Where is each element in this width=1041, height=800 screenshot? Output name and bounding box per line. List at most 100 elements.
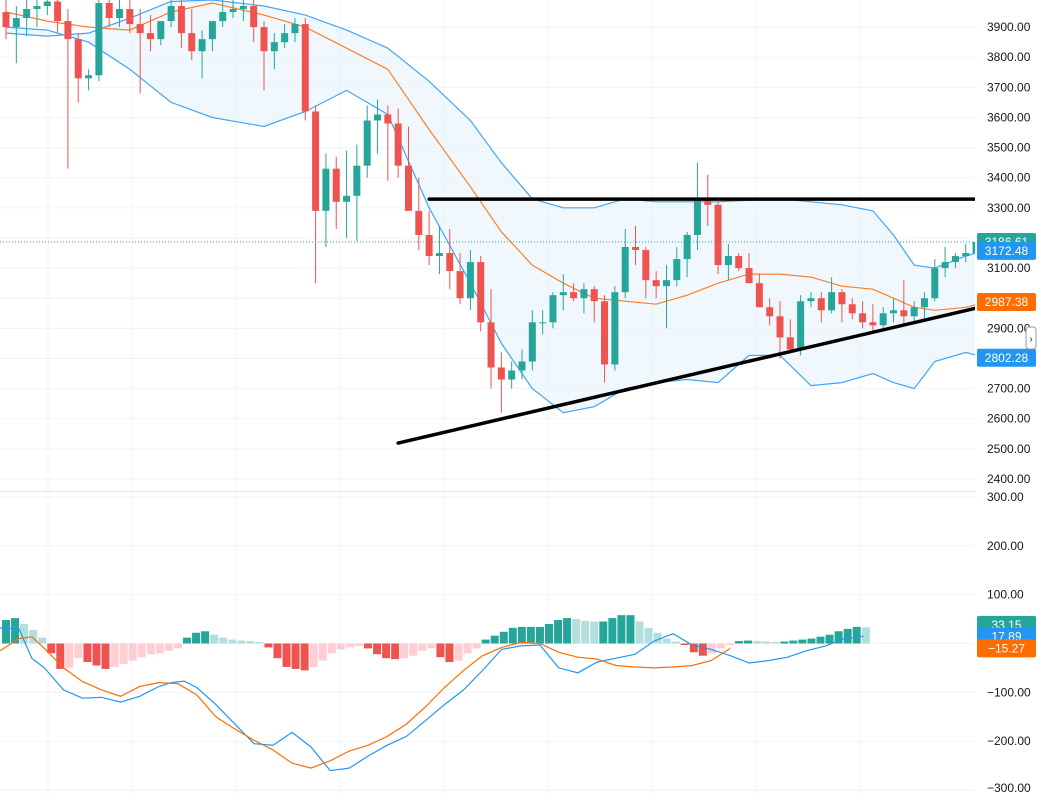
- candle-body: [900, 310, 908, 317]
- candle: [807, 292, 815, 308]
- candle-body: [54, 1, 62, 22]
- price-axis-background[interactable]: [975, 0, 1041, 795]
- histogram-bar: [771, 642, 780, 644]
- candle: [54, 0, 62, 34]
- candle: [797, 295, 805, 356]
- histogram-bar: [409, 643, 418, 656]
- histogram-bar: [490, 635, 499, 644]
- candle: [642, 247, 650, 299]
- candle: [766, 298, 774, 326]
- candle: [817, 292, 825, 323]
- badge-label: 3172.48: [985, 244, 1029, 258]
- candle-body: [817, 298, 825, 311]
- candle-body: [962, 253, 970, 257]
- badge-background: [977, 293, 1036, 312]
- candle: [487, 289, 495, 389]
- candle: [477, 256, 485, 332]
- lower-band-line: [5, 26, 987, 414]
- histogram-bar: [110, 643, 119, 667]
- candle-body: [879, 313, 887, 326]
- trendlines[interactable]: [396, 197, 1041, 445]
- candle-body: [64, 21, 72, 40]
- histogram-bar: [744, 640, 753, 644]
- histogram-bar: [146, 643, 155, 655]
- candle: [188, 9, 196, 61]
- candle: [755, 274, 763, 308]
- histogram-bar: [644, 627, 653, 644]
- upper-band-line: [5, 0, 987, 269]
- price-tick-label: 3500.00: [987, 141, 1031, 155]
- candle: [497, 352, 505, 413]
- candle-body: [580, 289, 588, 299]
- candle-body: [446, 253, 454, 272]
- histogram-bar: [300, 643, 309, 671]
- candle-body: [229, 9, 237, 13]
- histogram-bar: [680, 643, 689, 645]
- candle: [776, 301, 784, 359]
- candle: [518, 349, 526, 380]
- price-tick-label: 3600.00: [987, 110, 1031, 124]
- histogram-bar: [508, 627, 517, 644]
- candle: [312, 105, 320, 284]
- candle: [632, 225, 640, 266]
- histogram-bar: [345, 643, 354, 648]
- candle-body: [167, 6, 175, 22]
- histogram-bar: [210, 634, 219, 644]
- price-tick-label: 3900.00: [987, 20, 1031, 34]
- histogram-bar: [499, 631, 508, 644]
- candle-body: [704, 198, 712, 205]
- histogram-bar: [336, 643, 345, 650]
- histogram-bar: [418, 643, 427, 651]
- histogram-bar: [427, 643, 436, 649]
- candle: [177, 0, 185, 49]
- candle-body: [735, 256, 743, 269]
- candle-body: [2, 12, 10, 28]
- histogram-bar: [816, 636, 825, 644]
- bollinger-bands: [5, 0, 987, 414]
- candle-body: [435, 253, 443, 257]
- candle-body: [198, 39, 206, 52]
- candle: [962, 243, 970, 263]
- candle: [879, 307, 887, 329]
- histogram-bar: [83, 643, 92, 663]
- histogram-bar: [354, 643, 363, 646]
- candle: [590, 286, 598, 323]
- histogram-bar: [753, 641, 762, 644]
- signal-line: [0, 636, 731, 769]
- histogram-bar: [780, 641, 789, 644]
- histogram-bar: [282, 643, 291, 667]
- histogram-bar: [590, 621, 599, 644]
- candle: [167, 0, 175, 28]
- histogram-bar: [698, 643, 707, 656]
- grid-lines: [0, 0, 975, 795]
- candle: [374, 99, 382, 154]
- candle: [580, 283, 588, 314]
- candle: [322, 153, 330, 248]
- histogram-bar: [599, 621, 608, 644]
- candle: [116, 0, 124, 28]
- candle: [363, 105, 371, 178]
- candle: [683, 231, 691, 278]
- candle-body: [611, 292, 619, 365]
- histogram-bar: [545, 623, 553, 644]
- candle: [456, 253, 464, 305]
- histogram-bar: [65, 643, 74, 668]
- histogram-bar: [554, 620, 563, 644]
- collapse-handle[interactable]: ›: [1025, 326, 1037, 350]
- histogram-bar: [137, 643, 146, 658]
- price-tick-label: 2600.00: [987, 412, 1031, 426]
- candle: [260, 21, 268, 91]
- support-trendline: [396, 291, 1041, 445]
- candle: [33, 0, 41, 28]
- histogram-bar: [273, 643, 282, 659]
- candle: [549, 292, 557, 329]
- candle-body: [786, 337, 794, 350]
- badge-background: [977, 348, 1036, 367]
- candle-body: [425, 234, 433, 257]
- histogram-bar: [626, 615, 635, 644]
- candle-body: [838, 292, 846, 305]
- histogram-bar: [861, 627, 870, 644]
- candle: [693, 162, 701, 251]
- badge-label: −15.27: [988, 641, 1025, 655]
